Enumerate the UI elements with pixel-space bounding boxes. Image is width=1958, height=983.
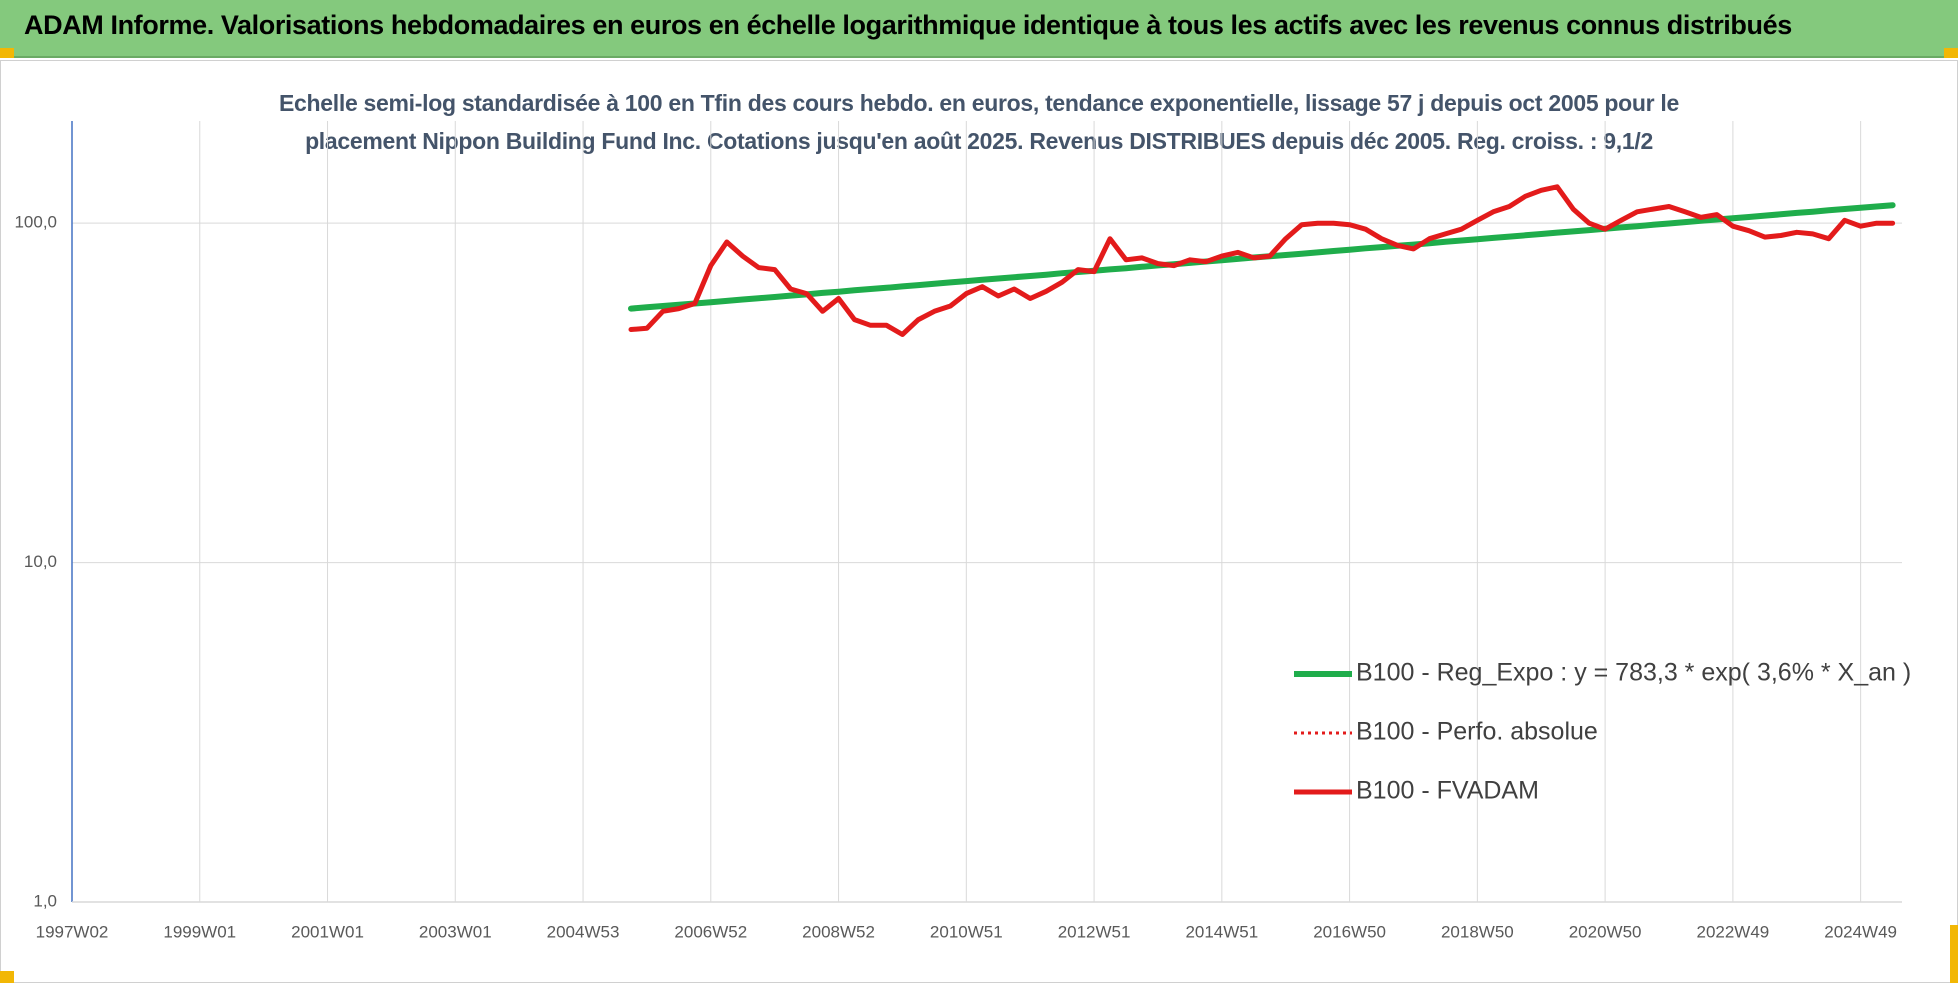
legend-label: B100 - Perfo. absolue (1356, 718, 1598, 746)
corner-mark (0, 48, 14, 58)
x-tick-label: 2003W01 (419, 922, 492, 941)
x-tick-label: 2020W50 (1569, 922, 1642, 941)
x-tick-label: 2018W50 (1441, 922, 1514, 941)
x-tick-label: 1997W02 (36, 922, 109, 941)
x-tick-label: 2006W52 (674, 922, 747, 941)
x-tick-label: 2024W49 (1824, 922, 1897, 941)
legend-label: B100 - Reg_Expo : y = 783,3 * exp( 3,6% … (1356, 659, 1911, 687)
x-tick-label: 2001W01 (291, 922, 364, 941)
x-tick-label: 2016W50 (1313, 922, 1386, 941)
x-tick-label: 2022W49 (1696, 922, 1769, 941)
corner-mark (0, 971, 14, 983)
banner-title: ADAM Informe. Valorisations hebdomadaire… (24, 10, 1792, 40)
series-line (628, 184, 1896, 337)
chart-title: Echelle semi-log standardisée à 100 en T… (279, 90, 1679, 154)
legend-label: B100 - FVADAM (1356, 777, 1539, 805)
x-tick-label: 2012W51 (1058, 922, 1131, 941)
banner: ADAM Informe. Valorisations hebdomadaire… (0, 0, 1958, 58)
x-tick-label: 2004W53 (547, 922, 620, 941)
x-tick-label: 2010W51 (930, 922, 1003, 941)
y-tick-label: 10,0 (24, 552, 57, 571)
x-tick-label: 2008W52 (802, 922, 875, 941)
y-tick-label: 100,0 (14, 213, 57, 232)
corner-mark (1950, 925, 1958, 983)
corner-mark (1944, 48, 1958, 58)
y-tick-label: 1,0 (33, 891, 57, 910)
x-tick-label: 2014W51 (1185, 922, 1258, 941)
x-tick-label: 1999W01 (163, 922, 236, 941)
